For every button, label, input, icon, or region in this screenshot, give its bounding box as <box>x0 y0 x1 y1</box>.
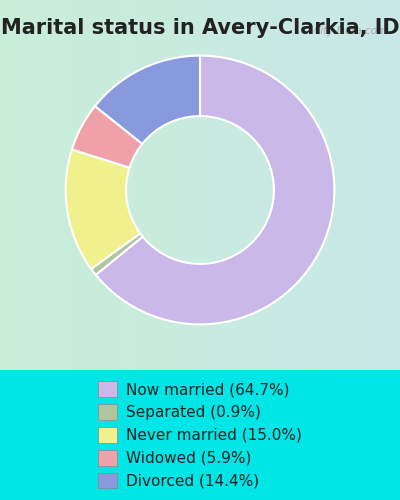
Wedge shape <box>66 150 140 269</box>
Wedge shape <box>72 106 142 168</box>
Wedge shape <box>91 234 143 275</box>
Legend: Now married (64.7%), Separated (0.9%), Never married (15.0%), Widowed (5.9%), Di: Now married (64.7%), Separated (0.9%), N… <box>91 374 309 496</box>
Wedge shape <box>96 56 334 324</box>
Wedge shape <box>95 56 200 144</box>
Text: City-Data.com: City-Data.com <box>314 26 388 36</box>
Text: Marital status in Avery-Clarkia, ID: Marital status in Avery-Clarkia, ID <box>1 18 399 38</box>
